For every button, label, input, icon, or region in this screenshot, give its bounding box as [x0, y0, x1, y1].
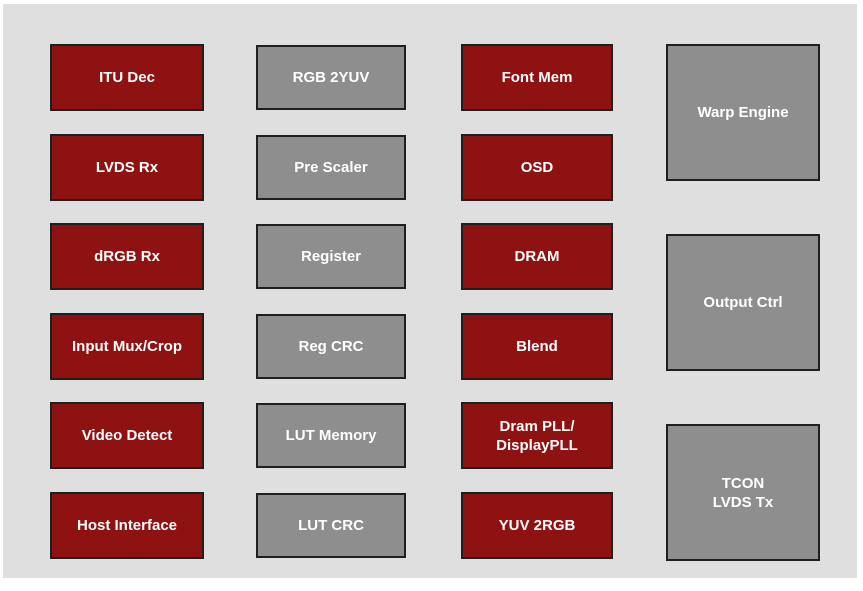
block-label: Input Mux/Crop: [72, 337, 182, 355]
column-processing: RGB 2YUV Pre Scaler Register Reg CRC LUT Mem…: [256, 45, 406, 558]
block-label: OSD: [520, 158, 554, 176]
block-lvds-rx: LVDS Rx: [50, 133, 204, 201]
block-label: Video Detect: [81, 427, 173, 444]
block-label: Host Interface: [76, 516, 178, 534]
block-label: Font Mem: [501, 69, 573, 86]
block-label: Pre Scaler: [294, 158, 368, 176]
block-input-mux-crop: Input Mux/Crop: [50, 312, 204, 380]
block-label: Output Ctrl: [703, 294, 783, 311]
block-label: ITU Dec: [99, 69, 155, 86]
block-label: RGB 2YUV: [292, 69, 370, 86]
block-label: Blend: [516, 337, 558, 355]
block-lut-crc: LUT CRC: [256, 492, 406, 558]
block-register: Register: [256, 224, 406, 289]
block-label: DisplayPLL: [496, 436, 578, 454]
block-reg-crc: Reg CRC: [256, 313, 406, 379]
column-inputs: ITU Dec LVDS Rx dRGB Rx Input Mux/Crop Video…: [50, 44, 204, 559]
block-label: LVDS Tx: [712, 493, 774, 511]
column-outputs: Warp Engine Output Ctrl TCON LVDS Tx: [666, 44, 820, 561]
block-drgb-rx: dRGB Rx: [50, 223, 204, 290]
block-blend: Blend: [461, 312, 613, 380]
block-label: TCON: [721, 474, 765, 492]
block-label: YUV 2RGB: [498, 516, 576, 534]
block-label: LVDS Rx: [95, 158, 159, 176]
block-dram: DRAM: [461, 223, 613, 290]
block-label: Reg CRC: [298, 337, 364, 355]
block-video-detect: Video Detect: [50, 402, 204, 469]
block-itu-dec: ITU Dec: [50, 44, 204, 111]
block-label: DRAM: [514, 248, 560, 265]
diagram-panel: ITU Dec LVDS Rx dRGB Rx Input Mux/Crop Video…: [3, 4, 857, 578]
column-memory-blend: Font Mem OSD DRAM Blend Dram PLL/DisplayPLL Y…: [461, 44, 613, 559]
block-osd: OSD: [461, 133, 613, 201]
block-label: LUT CRC: [298, 516, 364, 534]
block-warp-engine: Warp Engine: [666, 44, 820, 181]
block-label: Register: [300, 248, 362, 265]
block-label: LUT Memory: [285, 427, 377, 444]
block-yuv-2rgb: YUV 2RGB: [461, 491, 613, 559]
block-dram-pll-displaypll: Dram PLL/DisplayPLL: [461, 402, 613, 469]
block-lut-memory: LUT Memory: [256, 403, 406, 468]
block-tcon-lvds-tx: TCON LVDS Tx: [666, 424, 820, 561]
block-label: dRGB Rx: [94, 248, 160, 265]
block-label: Warp Engine: [697, 104, 789, 121]
block-pre-scaler: Pre Scaler: [256, 134, 406, 200]
block-host-interface: Host Interface: [50, 491, 204, 559]
block-output-ctrl: Output Ctrl: [666, 234, 820, 371]
block-rgb-2yuv: RGB 2YUV: [256, 45, 406, 110]
block-label: Dram PLL/: [499, 417, 575, 435]
block-font-mem: Font Mem: [461, 44, 613, 111]
